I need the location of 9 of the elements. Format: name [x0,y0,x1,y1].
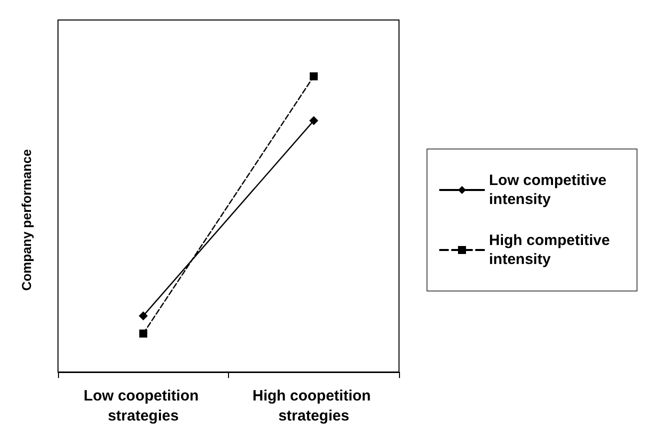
point [139,330,148,338]
y-axis-title: Company performance [19,149,34,291]
x-tick-label: Low coopetition strategies [84,388,203,424]
point [309,116,318,126]
x-tick-label: High coopetition strategies [252,388,375,424]
legend-label: Low competitive intensity [489,172,611,208]
point [310,72,318,80]
legend-label: High competitive intensity [489,232,614,268]
point [138,311,148,320]
